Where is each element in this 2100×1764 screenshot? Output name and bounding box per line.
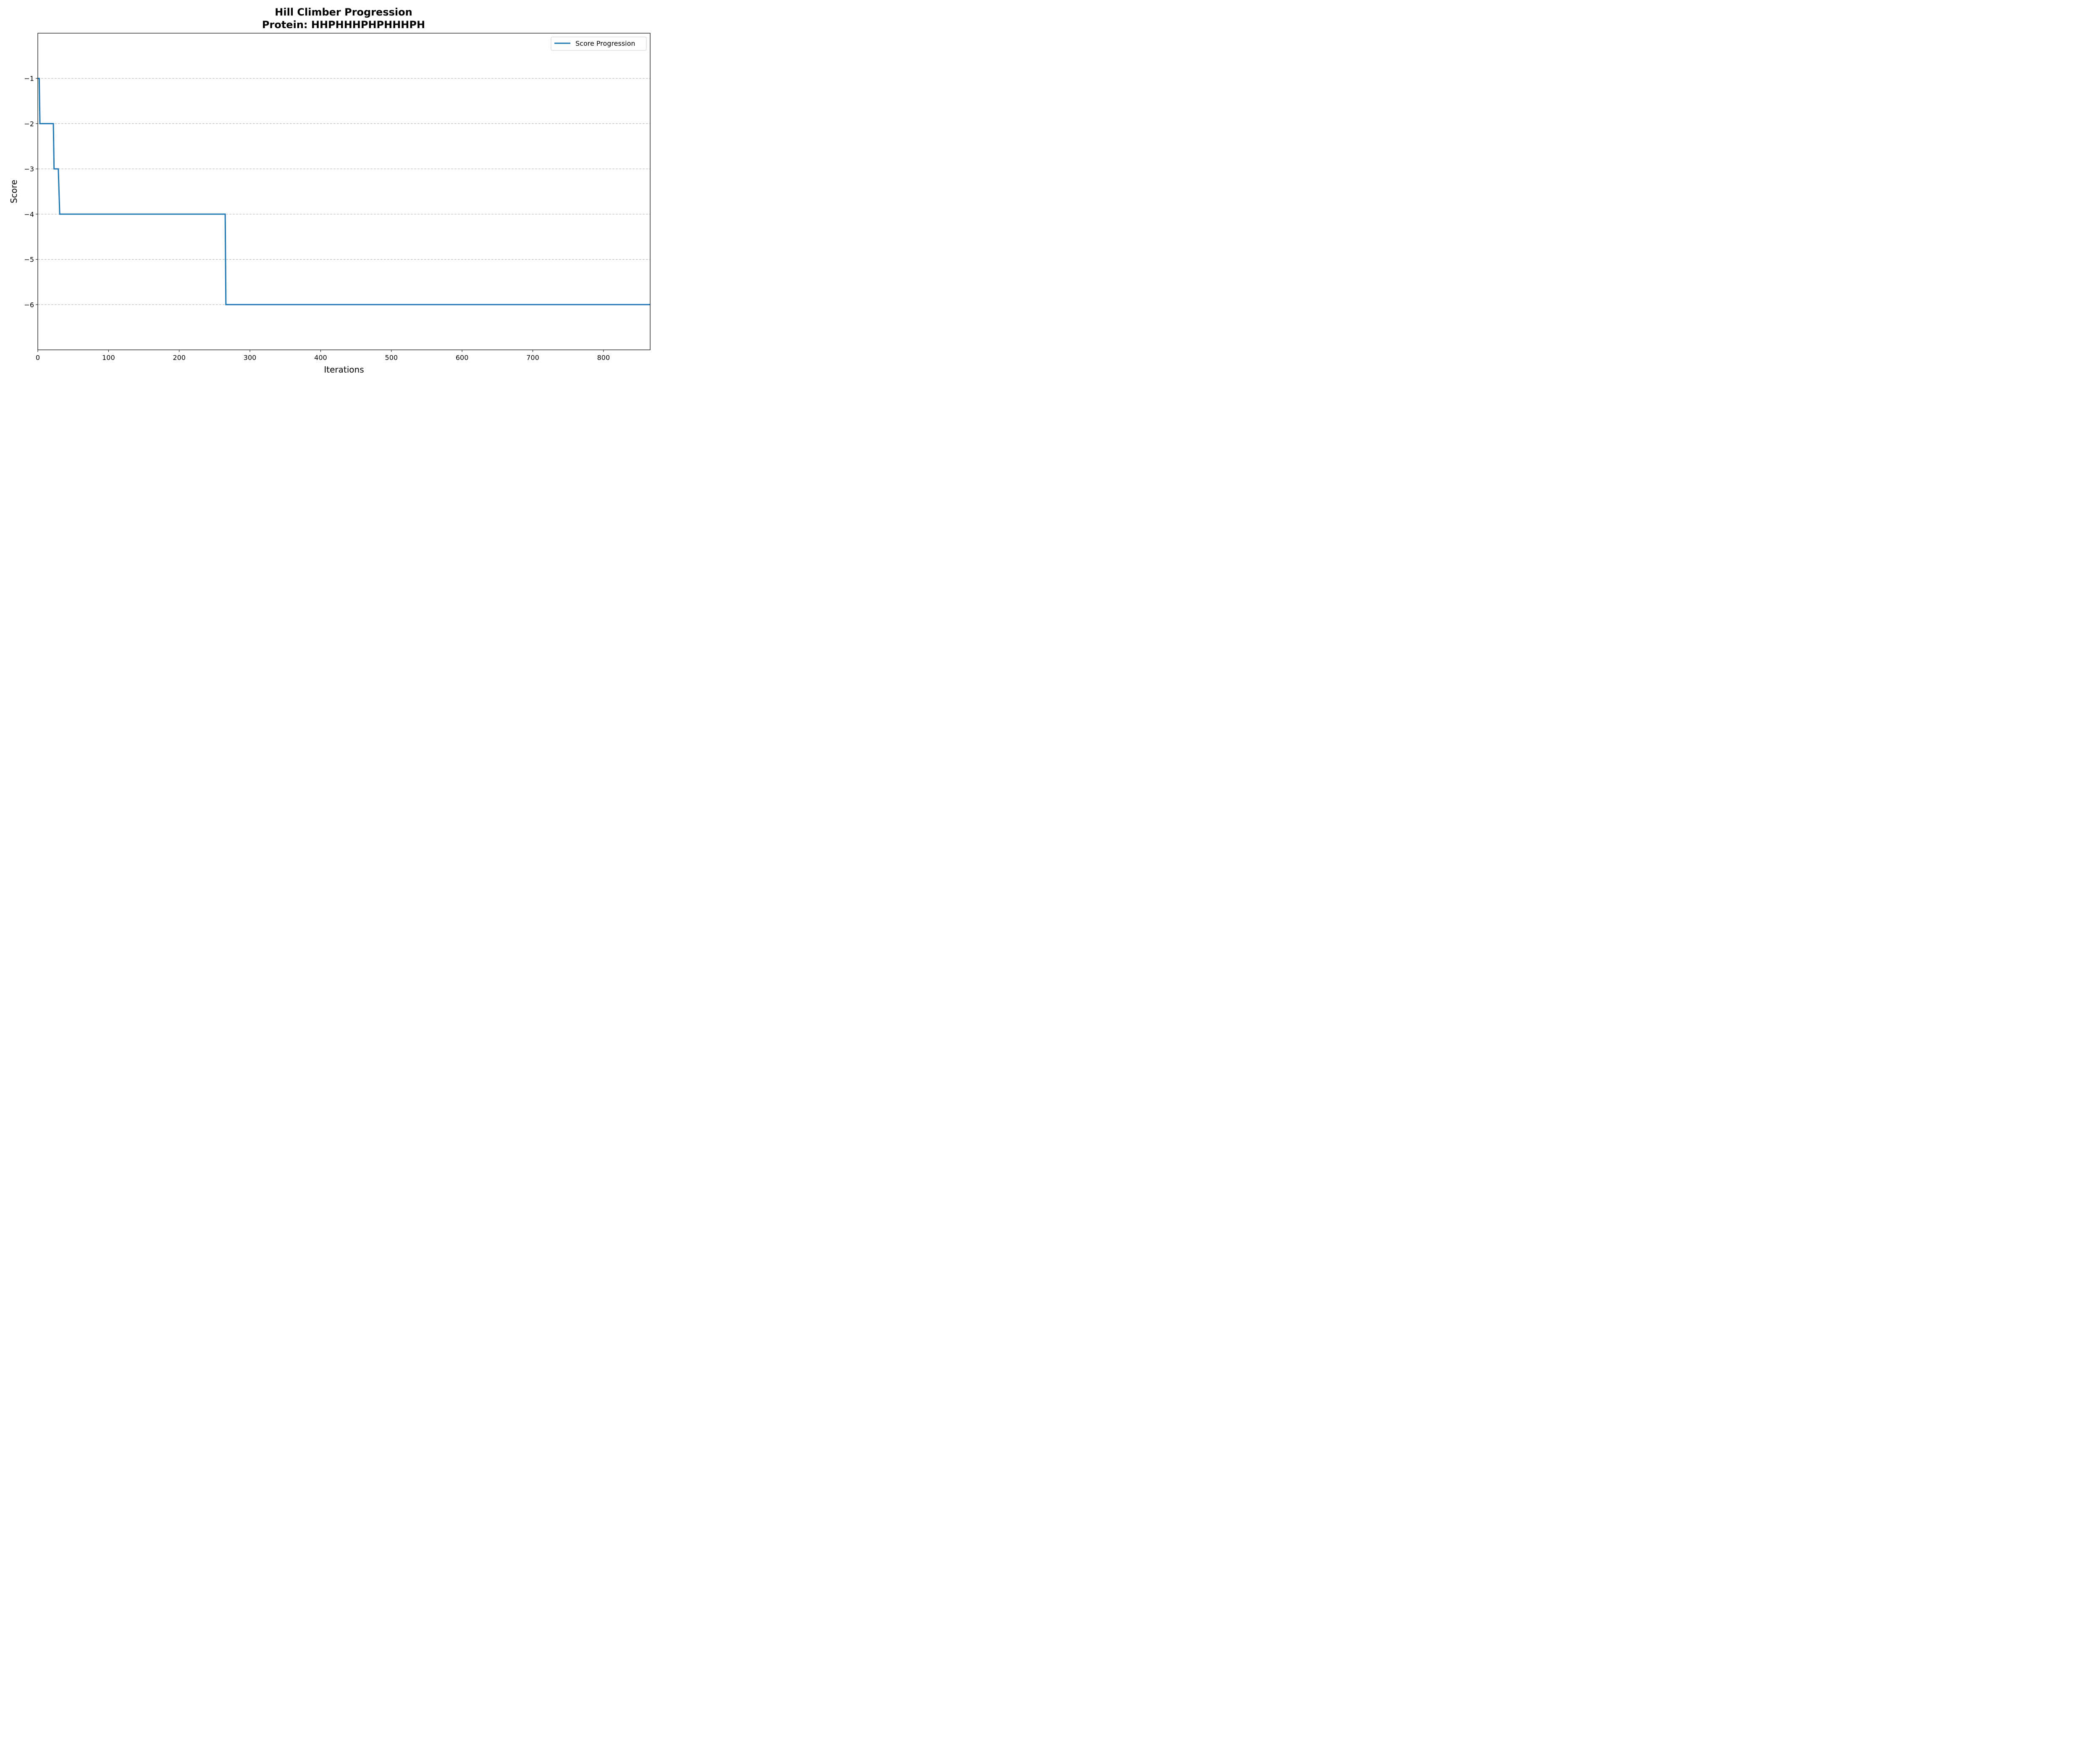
x-tick-label: 700 xyxy=(526,354,539,362)
x-axis-label: Iterations xyxy=(324,365,364,375)
figure-background xyxy=(0,0,659,384)
x-tick-label: 500 xyxy=(385,354,398,362)
x-tick-label: 800 xyxy=(597,354,610,362)
series-line-score-progression xyxy=(38,78,650,305)
chart: Hill Climber Progression Protein: HHPHHH… xyxy=(0,0,659,384)
legend-label-score-progression: Score Progression xyxy=(575,39,635,47)
y-tick-label: −3 xyxy=(24,165,34,173)
x-axis: 0 100 200 300 400 500 600 700 800 xyxy=(36,350,610,362)
x-tick-label: 200 xyxy=(173,354,186,362)
y-tick-label: −4 xyxy=(24,210,34,218)
series-layer xyxy=(38,78,650,305)
plot-frame xyxy=(37,33,651,350)
chart-title: Hill Climber Progression xyxy=(275,6,412,18)
y-axis-label: Score xyxy=(9,180,19,203)
y-axis: −1 −2 −3 −4 −5 −6 xyxy=(24,75,38,309)
chart-subtitle: Protein: HHPHHHPHPHHHPH xyxy=(262,19,425,31)
x-tick-label: 300 xyxy=(244,354,257,362)
y-tick-label: −2 xyxy=(24,120,34,128)
y-tick-label: −6 xyxy=(24,301,34,309)
legend-box xyxy=(551,37,647,51)
y-tick-label: −1 xyxy=(24,75,34,83)
x-tick-label: 400 xyxy=(314,354,327,362)
y-tick-label: −5 xyxy=(24,256,34,264)
x-tick-label: 0 xyxy=(36,354,40,362)
x-tick-label: 600 xyxy=(456,354,469,362)
legend: Score Progression xyxy=(551,37,647,51)
x-tick-label: 100 xyxy=(102,354,115,362)
